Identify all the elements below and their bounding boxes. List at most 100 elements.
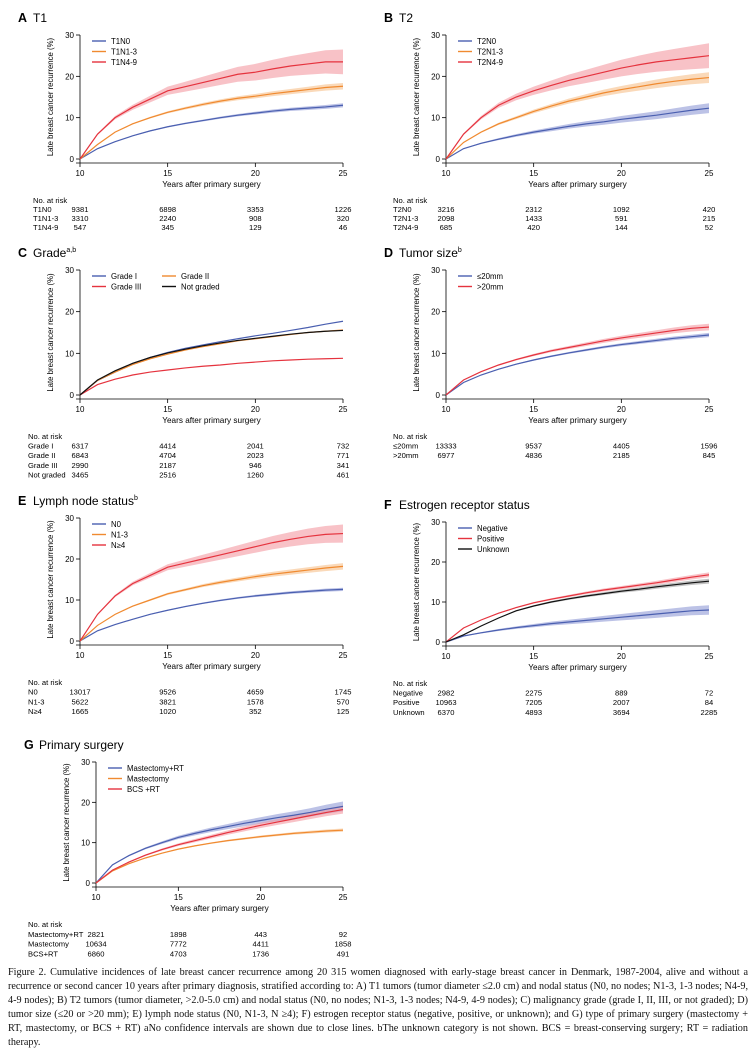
risk-table-value: 2982 [438, 689, 455, 698]
risk-table-value: 4411 [252, 940, 268, 949]
confidence-band-2 [446, 578, 709, 642]
risk-table-value: 320 [337, 214, 350, 223]
risk-table-value: 2240 [159, 214, 176, 223]
y-axis-label: Late breast cancer recurrence (%) [46, 37, 55, 156]
series-line-3 [79, 329, 344, 396]
x-tick-label: 10 [442, 652, 451, 661]
x-tick-label: 25 [339, 169, 348, 178]
y-tick-label: 10 [431, 349, 440, 358]
series-line-0 [445, 107, 710, 160]
y-tick-label: 0 [70, 637, 75, 646]
risk-table-header: No. at risk [28, 678, 62, 687]
x-tick-label: 15 [174, 893, 183, 902]
risk-table-value: 352 [249, 707, 262, 716]
risk-table-row-label: N0 [28, 688, 38, 697]
risk-table-value: 10634 [85, 940, 106, 949]
legend-label: Not graded [181, 283, 220, 292]
y-axis-label: Late breast cancer recurrence (%) [46, 273, 55, 392]
risk-table-value: 6843 [72, 451, 89, 460]
risk-table-value: 72 [705, 689, 713, 698]
panel-title: T1 [33, 11, 47, 25]
series-line-2 [445, 55, 710, 160]
risk-table-value: 1665 [72, 707, 89, 716]
series-line-0 [445, 334, 710, 396]
legend-label: Mastectomy [127, 775, 169, 784]
x-tick-label: 10 [76, 405, 85, 414]
risk-table-value: 2312 [525, 205, 542, 214]
confidence-band-1 [446, 323, 709, 395]
risk-table-value: 2516 [159, 470, 176, 479]
legend-label: Unknown [477, 545, 510, 554]
y-tick-label: 20 [431, 72, 440, 81]
x-tick-label: 20 [251, 405, 260, 414]
risk-table-value: 570 [337, 697, 350, 706]
risk-table-value: 13017 [69, 688, 90, 697]
x-tick-label: 15 [163, 651, 172, 660]
confidence-band-0 [80, 103, 343, 159]
risk-table-value: 9381 [72, 205, 89, 214]
confidence-band-1 [446, 572, 709, 642]
risk-table-value: 7205 [525, 698, 542, 707]
x-tick-label: 15 [163, 405, 172, 414]
risk-table-value: 2187 [159, 461, 176, 470]
y-tick-label: 10 [65, 114, 74, 123]
risk-table-row-label: T2N1-3 [393, 214, 418, 223]
panel-title: Lymph node statusb [33, 494, 138, 508]
legend-label: Grade II [181, 272, 209, 281]
confidence-band-0 [80, 587, 343, 641]
risk-table-value: 591 [615, 214, 628, 223]
x-tick-label: 10 [92, 893, 101, 902]
x-tick-label: 20 [256, 893, 265, 902]
risk-table-value: 6977 [438, 451, 455, 460]
confidence-band-1 [96, 828, 343, 883]
series-line-0 [79, 588, 344, 642]
series-line-0 [95, 805, 344, 884]
x-axis-label: Years after primary surgery [162, 180, 261, 189]
y-tick-label: 30 [65, 31, 74, 40]
panel-letter: D [384, 246, 393, 260]
risk-table-row-label: Grade II [28, 451, 55, 460]
x-tick-label: 20 [251, 651, 260, 660]
confidence-band-1 [80, 563, 343, 641]
risk-table-row-label: Negative [393, 689, 423, 698]
risk-table-value: 144 [615, 223, 628, 232]
legend-label: T1N4-9 [111, 58, 137, 67]
x-tick-label: 25 [705, 169, 714, 178]
risk-table-value: 908 [249, 214, 262, 223]
series-line-1 [79, 85, 344, 160]
series-line-2 [79, 61, 343, 160]
risk-table-header: No. at risk [33, 196, 67, 205]
y-tick-label: 20 [431, 308, 440, 317]
risk-table-value: 547 [74, 223, 87, 232]
risk-table-row-label: Unknown [393, 708, 425, 717]
x-tick-label: 15 [163, 169, 172, 178]
y-axis-label: Late breast cancer recurrence (%) [412, 522, 421, 641]
y-tick-label: 30 [81, 758, 90, 767]
legend-label: T1N0 [111, 37, 131, 46]
risk-table-value: 1433 [525, 214, 542, 223]
x-tick-label: 20 [617, 405, 626, 414]
series-line-1 [445, 326, 710, 396]
legend-label: >20mm [477, 283, 503, 292]
risk-table-value: 2098 [438, 214, 455, 223]
series-line-2 [79, 532, 344, 642]
legend-label: N≥4 [111, 541, 126, 550]
risk-table-value: 6860 [88, 949, 105, 958]
risk-table-value: 9537 [525, 442, 542, 451]
risk-table-row-label: ≤20mm [393, 442, 418, 451]
y-axis-label: Late breast cancer recurrence (%) [412, 273, 421, 392]
risk-table-value: 6370 [438, 708, 455, 717]
legend-label: T2N1-3 [477, 48, 503, 57]
risk-table-value: 2275 [525, 689, 542, 698]
legend-label: Grade III [111, 283, 141, 292]
x-tick-label: 20 [251, 169, 260, 178]
x-axis-label: Years after primary surgery [528, 416, 627, 425]
panel-title: Gradea,b [33, 246, 76, 260]
y-tick-label: 30 [65, 514, 74, 523]
risk-table-value: 2821 [88, 930, 105, 939]
y-tick-label: 10 [65, 596, 74, 605]
confidence-band-2 [80, 49, 343, 159]
risk-table-value: 9526 [159, 688, 176, 697]
